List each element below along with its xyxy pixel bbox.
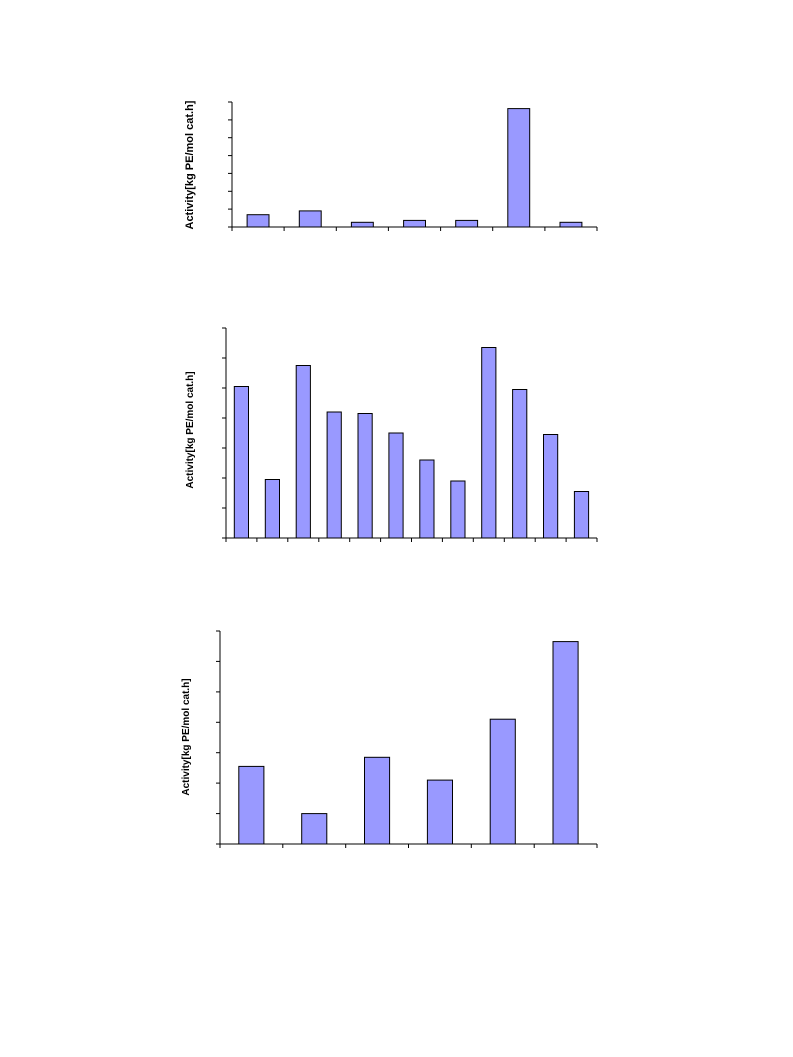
bar: [238, 765, 265, 845]
bar: [364, 756, 391, 845]
bar: [419, 459, 435, 539]
bar: [403, 219, 427, 228]
bar: [233, 386, 250, 539]
bar: [388, 432, 404, 539]
activity-bar-chart-3: Activity[kg PE/mol cat.h]: [181, 630, 598, 848]
bar: [357, 413, 373, 539]
bar: [455, 219, 479, 228]
bar: [573, 491, 590, 539]
y-axis-label: Activity[kg PE/mol cat.h]: [184, 100, 196, 229]
bar: [559, 221, 583, 228]
bar: [512, 389, 528, 539]
bar: [295, 365, 311, 539]
bar: [507, 108, 531, 228]
bar: [350, 221, 374, 228]
bar: [264, 479, 280, 539]
bar: [298, 210, 322, 228]
bar: [489, 718, 516, 845]
bar: [246, 214, 270, 228]
y-axis-label: Activity[kg PE/mol cat.h]: [185, 371, 196, 488]
bar: [426, 779, 453, 845]
activity-bar-chart-2: Activity[kg PE/mol cat.h]: [185, 327, 598, 542]
bar: [543, 434, 559, 539]
bar: [481, 347, 497, 539]
bar: [552, 641, 579, 845]
bar: [326, 411, 342, 539]
bar: [450, 480, 466, 539]
activity-bar-chart-1: Activity[kg PE/mol cat.h]: [184, 100, 598, 231]
y-axis-label: Activity[kg PE/mol cat.h]: [181, 678, 192, 795]
bar: [301, 813, 328, 845]
